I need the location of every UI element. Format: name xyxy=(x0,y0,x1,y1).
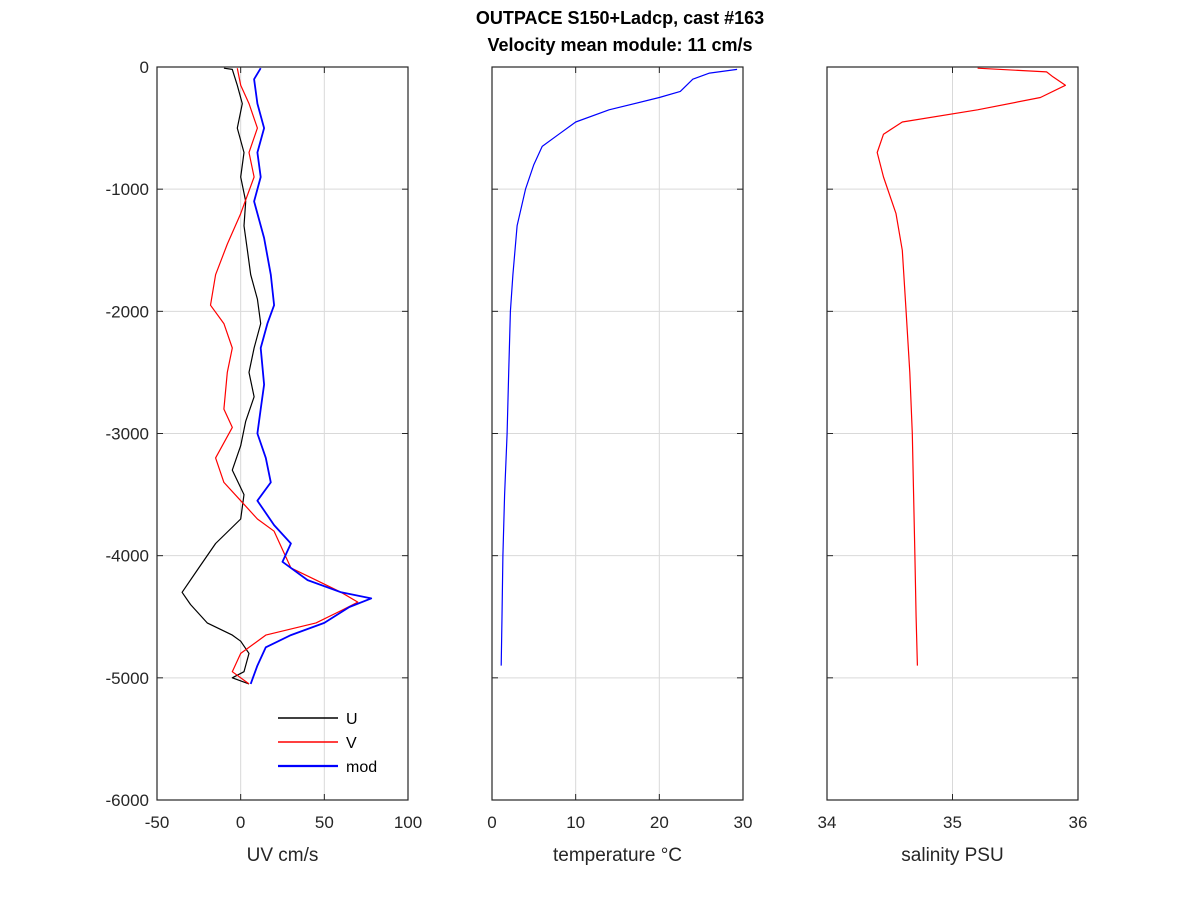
figure-title-line1: OUTPACE S150+Ladcp, cast #163 xyxy=(476,8,764,28)
salinity-xtick-label: 36 xyxy=(1069,813,1088,832)
depth-ytick-label: -3000 xyxy=(106,425,149,444)
velocity-xtick-label: -50 xyxy=(145,813,170,832)
velocity-panel: -50 0 50 100 0 -1000 -2000 -3000 -4000 -5000 -6000… xyxy=(106,58,423,866)
velocity-xaxis-label: UV cm/s xyxy=(247,845,319,866)
temperature-xtick-label: 30 xyxy=(734,813,753,832)
depth-ytick-label: -2000 xyxy=(106,302,149,321)
legend-label-v: V xyxy=(346,735,357,752)
depth-ytick-label: -5000 xyxy=(106,669,149,688)
salinity-panel: 34 35 36 salinity PSU xyxy=(818,66,1088,866)
velocity-xtick-label: 100 xyxy=(394,813,422,832)
temperature-xtick-label: 10 xyxy=(566,813,585,832)
figure-title-line2: Velocity mean module: 11 cm/s xyxy=(487,35,752,55)
salinity-xtick-label: 35 xyxy=(943,813,962,832)
velocity-series-v-line xyxy=(209,68,359,685)
depth-ytick-label: -6000 xyxy=(106,791,149,810)
temperature-xaxis-label: temperature °C xyxy=(553,845,682,866)
velocity-series-u-line xyxy=(181,67,262,685)
depth-ytick-label: -1000 xyxy=(106,180,149,199)
velocity-xtick-label: 50 xyxy=(315,813,334,832)
temperature-xtick-label: 20 xyxy=(650,813,669,832)
depth-ytick-label: -4000 xyxy=(106,547,149,566)
legend-label-mod: mod xyxy=(346,759,377,776)
salinity-xtick-label: 34 xyxy=(818,813,837,832)
velocity-series-mod-line xyxy=(249,67,373,685)
temperature-panel: 0 10 20 30 temperature °C xyxy=(487,66,753,866)
legend-label-u: U xyxy=(346,711,358,728)
temperature-xtick-label: 0 xyxy=(487,813,496,832)
temperature-series-profile-line xyxy=(500,68,738,666)
salinity-series-profile-line xyxy=(876,67,1066,666)
salinity-xaxis-label: salinity PSU xyxy=(901,845,1003,866)
velocity-xtick-label: 0 xyxy=(236,813,245,832)
depth-ytick-label: 0 xyxy=(140,58,149,77)
